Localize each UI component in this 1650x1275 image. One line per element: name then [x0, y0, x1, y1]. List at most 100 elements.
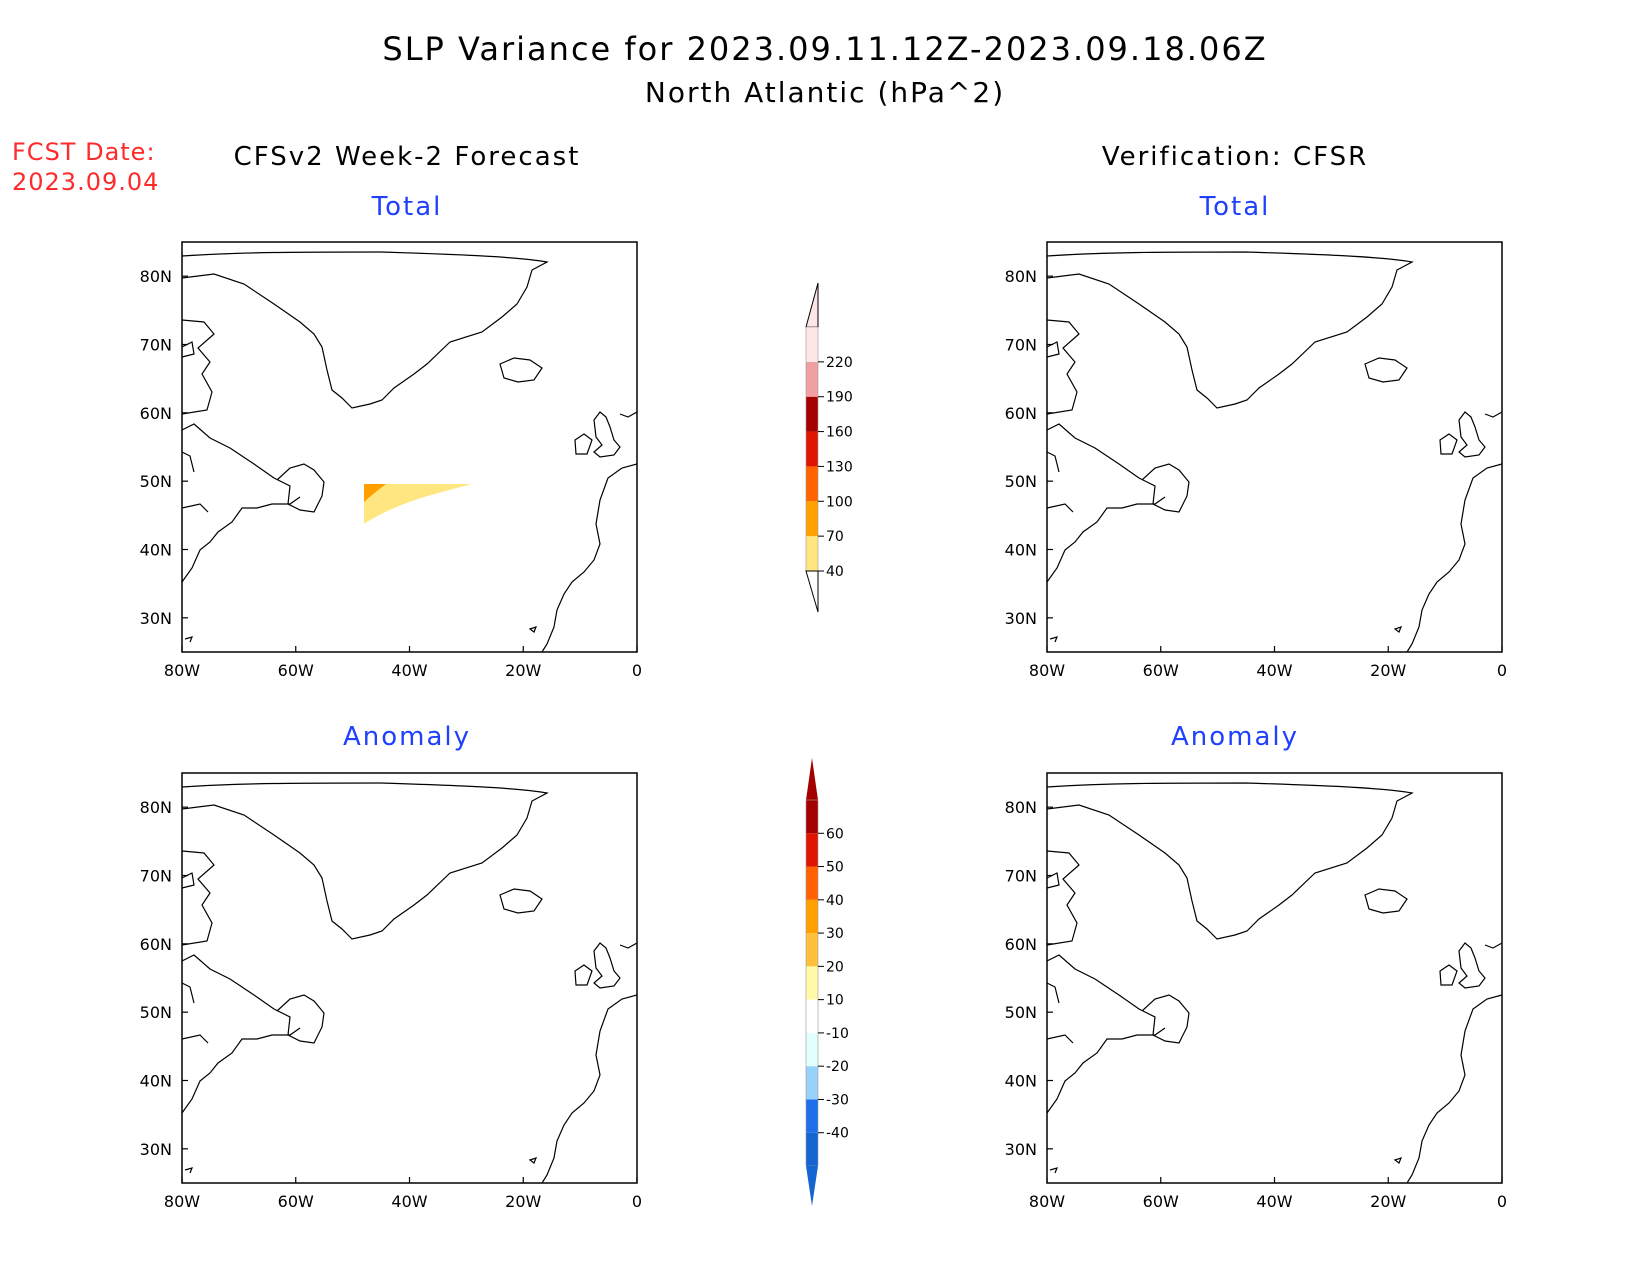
colorbar-label: -10: [826, 1026, 849, 1042]
contour-40-east: [1410, 517, 1436, 547]
contour-30-east: [1421, 901, 1502, 978]
contour-10-south: [413, 1116, 441, 1143]
contour-minus10-mid: [426, 956, 548, 1036]
contour-minus30-east: [1377, 993, 1419, 1011]
contour-minus40-west: [1047, 924, 1138, 1001]
column-title-forecast: CFSv2 Week-2 Forecast: [233, 142, 581, 172]
x-tick-label: 60W: [1143, 661, 1179, 680]
contour-60-east: [1432, 905, 1502, 958]
x-tick-label: 0: [632, 661, 642, 680]
colorbar-label: -20: [826, 1059, 849, 1075]
y-tick-label: 70N: [140, 336, 172, 355]
contour-70: [1055, 317, 1502, 652]
x-tick-label: 40W: [391, 1192, 427, 1211]
colorbar-swatch: [806, 1099, 818, 1133]
contour-190: [1302, 374, 1317, 383]
contour-minus20: [1047, 773, 1502, 963]
y-tick-label: 60N: [140, 404, 172, 423]
x-tick-label: 80W: [1029, 1192, 1065, 1211]
contour-minus20-mid: [1141, 997, 1282, 1097]
colorbar-swatch: [806, 396, 818, 432]
colorbar-label: 10: [826, 993, 844, 1009]
y-tick-label: 80N: [1005, 267, 1037, 286]
contour-10-iceland: [1272, 891, 1343, 925]
panel-title-forecast-anomaly: Anomaly: [342, 722, 472, 752]
contour-130-east: [1433, 356, 1502, 406]
colorbar-swatch: [806, 999, 818, 1033]
contour-10-north: [1068, 855, 1176, 896]
contour-20-gulf: [1097, 1001, 1181, 1183]
contour-10-south: [1239, 1097, 1292, 1161]
y-tick-label: 70N: [1005, 867, 1037, 886]
contour-30-south: [1245, 1105, 1281, 1147]
colorbar-anomaly-top-cap: [806, 758, 818, 800]
x-tick-label: 20W: [1370, 661, 1406, 680]
colorbar-swatch: [806, 1066, 818, 1100]
y-tick-label: 80N: [140, 267, 172, 286]
contour-minus30: [182, 897, 302, 1018]
panel-title-verification-total: Total: [1199, 192, 1271, 222]
colorbar-swatch: [806, 536, 818, 571]
y-tick-label: 80N: [1005, 798, 1037, 817]
contour-60-south: [1255, 1116, 1273, 1139]
colorbar-label: 60: [826, 826, 844, 842]
y-tick-label: 70N: [1005, 336, 1037, 355]
fcst-date-label: FCST Date:: [12, 138, 156, 166]
y-tick-label: 30N: [1005, 609, 1037, 628]
colorbar-label: 40: [826, 893, 844, 909]
colorbar-label: 40: [826, 564, 844, 580]
x-tick-label: 60W: [278, 661, 314, 680]
contour-minus10: [1047, 773, 1502, 1098]
contour-160-east: [1443, 366, 1502, 400]
y-tick-label: 60N: [1005, 935, 1037, 954]
y-tick-label: 40N: [1005, 541, 1037, 560]
contour-190-gulf: [1115, 532, 1129, 642]
x-tick-label: 80W: [164, 661, 200, 680]
colorbar-total: 40 70 100 130 160 190 220: [805, 282, 853, 613]
colorbar-swatch: [806, 833, 818, 867]
contour-190-east: [1467, 375, 1502, 391]
colorbar-total-top-cap: [805, 282, 819, 328]
colorbar-anomaly-bottom-cap: [806, 1166, 818, 1206]
contour-130-iceland: [1276, 361, 1332, 387]
colorbar-label: 130: [826, 459, 853, 475]
x-tick-label: 40W: [1256, 661, 1292, 680]
colorbar-label: 70: [826, 529, 844, 545]
y-tick-label: 50N: [1005, 472, 1037, 491]
contour-10-mid: [313, 993, 386, 1118]
y-tick-label: 40N: [1005, 1072, 1037, 1091]
contour-10-south-east: [1419, 1050, 1457, 1087]
panel-forecast-total: [181, 241, 638, 653]
colorbar-swatch: [806, 899, 818, 934]
contour-10-line: [450, 959, 472, 965]
y-tick-label: 60N: [1005, 404, 1037, 423]
contour-10-mid-spot: [1226, 937, 1236, 955]
panel-verification-total: [1046, 241, 1503, 653]
fcst-date-value: 2023.09.04: [12, 168, 160, 196]
contour-minus30-north: [382, 831, 444, 861]
chart-subtitle: North Atlantic (hPa^2): [644, 76, 1006, 109]
contour-160-gulf: [1105, 500, 1141, 652]
colorbar-swatch: [806, 1132, 818, 1166]
contour-minus40: [1197, 792, 1502, 890]
y-tick-label: 40N: [140, 1072, 172, 1091]
x-tick-label: 80W: [1029, 661, 1065, 680]
colorbar-swatch: [806, 466, 818, 502]
void-north: [347, 878, 364, 889]
x-tick-label: 40W: [391, 661, 427, 680]
contour-160-iceland: [1283, 365, 1325, 383]
contour-30-mid: [338, 1047, 347, 1065]
colorbar-label: 20: [826, 959, 844, 975]
colorbar-anomaly: -40 -30 -20 -10 10 20 30 40 50 60: [805, 758, 849, 1206]
contour-220: [1477, 381, 1502, 390]
colorbar-label: 220: [826, 355, 853, 371]
colorbar-label: -30: [826, 1092, 849, 1108]
contour-70-greenland: [390, 342, 400, 348]
contour-70: [364, 484, 387, 503]
contour-20-east: [582, 902, 637, 923]
chart-title: SLP Variance for 2023.09.11.12Z-2023.09.…: [382, 30, 1268, 68]
contour-30-south-east: [1427, 1056, 1447, 1076]
x-tick-label: 80W: [164, 1192, 200, 1211]
y-tick-label: 30N: [140, 609, 172, 628]
panel-title-verification-anomaly: Anomaly: [1170, 722, 1300, 752]
